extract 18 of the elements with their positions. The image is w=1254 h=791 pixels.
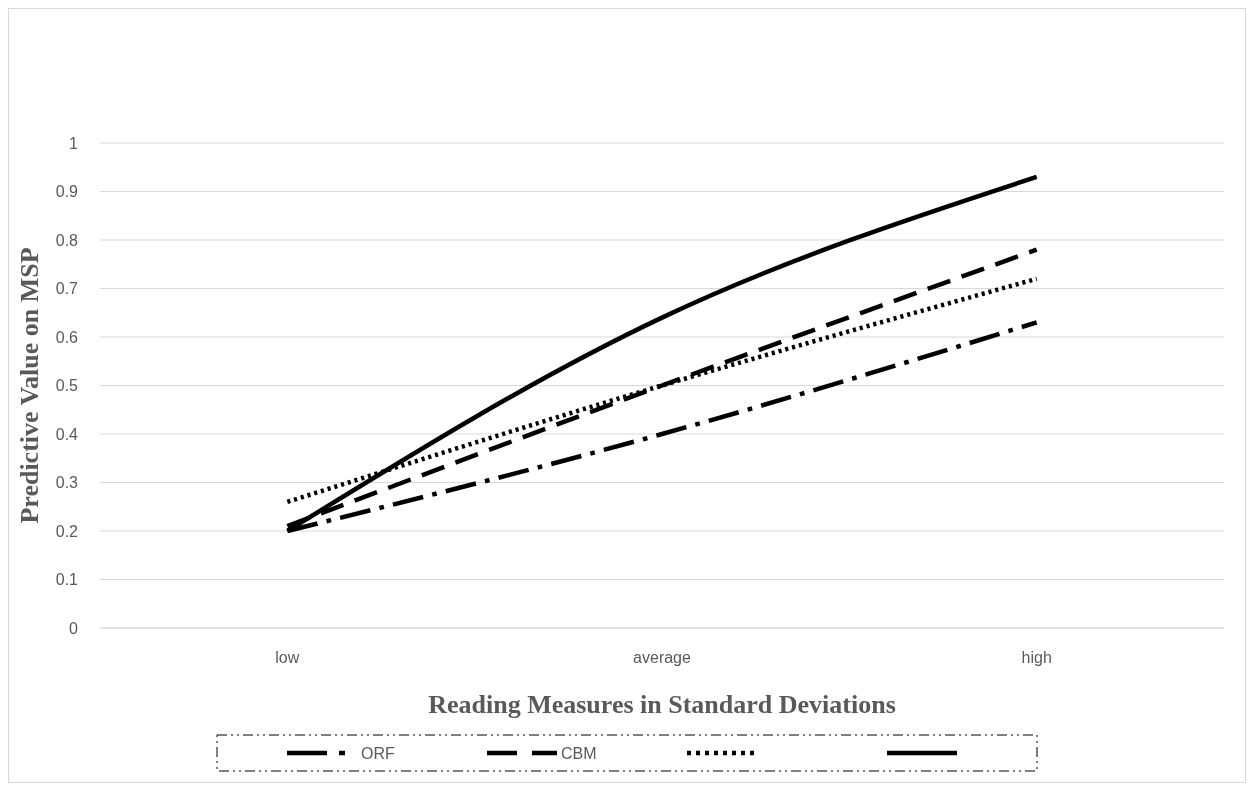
y-tick-label: 0 — [69, 619, 79, 637]
x-tick-label: low — [275, 649, 300, 666]
y-tick-label: 0.3 — [55, 474, 79, 492]
x-tick-label: high — [1021, 649, 1052, 666]
y-tick-label: 0.8 — [55, 231, 79, 249]
x-axis-title: Reading Measures in Standard Deviations — [428, 690, 896, 719]
y-tick-label: 0.9 — [55, 183, 79, 201]
y-axis-title: Predictive Value on MSP — [15, 247, 44, 524]
legend-label: ORF — [361, 744, 395, 762]
y-tick-label: 0.1 — [55, 571, 79, 589]
y-tick-label: 0.4 — [55, 425, 79, 443]
y-tick-label: 1 — [69, 134, 79, 152]
y-tick-label: 0.7 — [55, 280, 79, 298]
y-tick-label: 0.2 — [55, 522, 79, 540]
x-tick-label: average — [633, 649, 692, 666]
legend-label: CBM — [561, 744, 597, 762]
y-tick-label: 0.6 — [55, 328, 79, 346]
y-tick-label: 0.5 — [55, 377, 79, 395]
